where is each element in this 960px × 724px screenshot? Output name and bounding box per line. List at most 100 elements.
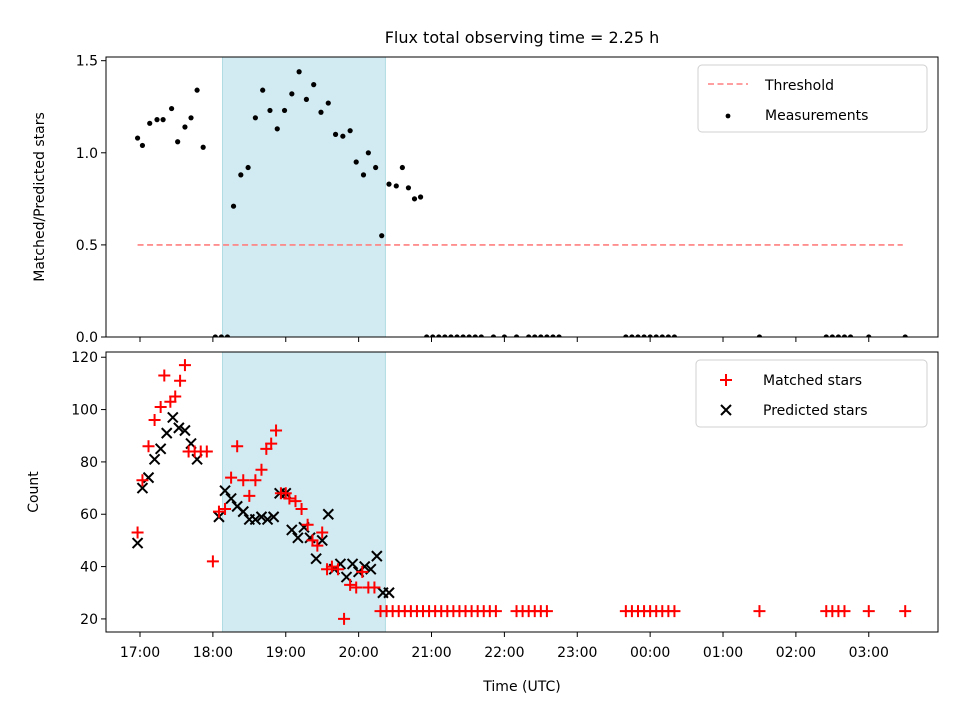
measurement-point bbox=[424, 334, 430, 337]
measurement-point bbox=[296, 69, 302, 75]
matched-star-point bbox=[200, 445, 213, 458]
x-tick-label: 21:00 bbox=[411, 645, 451, 661]
predicted-star-point bbox=[292, 532, 304, 544]
measurement-point bbox=[303, 96, 310, 102]
predicted-star-point bbox=[131, 537, 144, 549]
matched-star-point bbox=[243, 489, 256, 502]
predicted-star-point bbox=[371, 550, 383, 562]
y-tick-label: 0.5 bbox=[76, 238, 98, 254]
measurement-point bbox=[647, 334, 653, 337]
measurement-point bbox=[436, 334, 442, 337]
y-tick-label: 40 bbox=[80, 560, 98, 576]
measurement-point bbox=[160, 117, 166, 123]
measurement-point bbox=[200, 144, 206, 150]
top-legend-box bbox=[697, 64, 928, 133]
measurement-point bbox=[417, 194, 424, 200]
matched-star-point bbox=[219, 503, 232, 516]
measurement-point bbox=[194, 87, 200, 93]
y-tick-label: 1.0 bbox=[76, 146, 98, 162]
measurement-point bbox=[224, 334, 231, 337]
measurement-point bbox=[182, 124, 188, 130]
measurement-point bbox=[847, 334, 854, 337]
matched-star-point bbox=[237, 474, 250, 487]
predicted-star-point bbox=[173, 422, 185, 434]
measurement-point bbox=[175, 139, 181, 145]
predicted-star-point bbox=[249, 513, 262, 526]
matched-star-point bbox=[154, 400, 167, 413]
measurement-point bbox=[466, 334, 472, 337]
measurement-point bbox=[841, 334, 848, 337]
measurement-point bbox=[623, 334, 629, 337]
measurement-point bbox=[411, 196, 418, 202]
measurement-point bbox=[405, 185, 412, 191]
measurement-point bbox=[665, 334, 671, 337]
measurement-point bbox=[311, 82, 317, 88]
measurement-point bbox=[353, 159, 359, 165]
measurement-point bbox=[373, 164, 379, 171]
predicted-star-point bbox=[322, 508, 334, 520]
matched-star-point bbox=[350, 581, 363, 594]
top-observing-span bbox=[222, 56, 386, 338]
predicted-star-point bbox=[179, 424, 191, 437]
measurement-point bbox=[267, 107, 273, 114]
matched-star-point bbox=[331, 563, 344, 576]
legend-predicted-label: Predicted stars bbox=[763, 403, 868, 419]
y-tick-label: 1.5 bbox=[76, 54, 98, 70]
predicted-star-point bbox=[161, 427, 173, 439]
measurement-point bbox=[472, 334, 478, 337]
y-tick-label: 0.0 bbox=[76, 330, 98, 346]
matched-star-point bbox=[270, 424, 283, 437]
measurement-point bbox=[635, 334, 641, 337]
chart-title: Flux total observing time = 2.25 h bbox=[385, 28, 660, 47]
predicted-star-point bbox=[255, 511, 268, 523]
predicted-star-point bbox=[154, 443, 167, 455]
bottom-panel: 20 40 60 80 100 120 17:00 18:00 19:00 20:00 21:00… bbox=[26, 350, 939, 695]
matched-star-point bbox=[540, 605, 553, 618]
x-tick-label: 02:00 bbox=[776, 645, 816, 661]
matched-star-point bbox=[174, 374, 187, 387]
measurement-point bbox=[544, 334, 550, 337]
x-tick-label: 22:00 bbox=[484, 645, 524, 661]
predicted-star-point bbox=[316, 534, 328, 547]
matched-star-point bbox=[325, 560, 338, 573]
measurement-point bbox=[188, 115, 194, 121]
matched-star-point bbox=[169, 390, 182, 403]
legend-measurement-label: Measurements bbox=[765, 108, 868, 124]
measurement-point bbox=[252, 115, 258, 121]
matched-star-point bbox=[753, 605, 766, 618]
measurement-point bbox=[325, 100, 331, 106]
bottom-y-label: Count bbox=[26, 471, 42, 513]
measurement-point bbox=[230, 203, 237, 209]
matched-star-point bbox=[212, 505, 225, 518]
x-tick-label: 00:00 bbox=[630, 645, 670, 661]
legend-matched-swatch bbox=[720, 374, 732, 386]
matched-star-point bbox=[338, 612, 351, 625]
x-tick-label: 19:00 bbox=[266, 645, 306, 661]
predicted-star-point bbox=[261, 513, 274, 526]
legend-threshold-label: Threshold bbox=[764, 78, 834, 94]
measurement-point bbox=[460, 334, 466, 337]
measurement-point bbox=[139, 142, 146, 149]
bottom-observing-span bbox=[222, 351, 386, 633]
predicted-star-point bbox=[286, 524, 298, 536]
measurement-point bbox=[340, 133, 346, 139]
x-tick-label: 20:00 bbox=[338, 645, 378, 661]
bottom-x-axis: 17:00 18:00 19:00 20:00 21:00 22:00 23:00 00:00… bbox=[120, 632, 889, 661]
count-points bbox=[131, 359, 912, 625]
measurement-point bbox=[168, 105, 175, 112]
predicted-star-point bbox=[136, 482, 149, 494]
top-y-label: Matched/Predicted stars bbox=[32, 112, 48, 282]
measurement-point bbox=[399, 164, 405, 171]
bottom-y-axis: 20 40 60 80 100 120 bbox=[71, 350, 106, 628]
measurement-point bbox=[902, 334, 908, 337]
matched-star-point bbox=[862, 605, 875, 618]
predicted-star-point bbox=[267, 511, 280, 523]
matched-star-point bbox=[668, 605, 681, 618]
y-tick-label: 100 bbox=[71, 403, 98, 419]
measurement-point bbox=[448, 334, 454, 337]
measurement-point bbox=[538, 334, 544, 337]
matched-star-point bbox=[316, 526, 329, 539]
measurement-point bbox=[835, 334, 842, 337]
measurement-point bbox=[513, 334, 520, 337]
